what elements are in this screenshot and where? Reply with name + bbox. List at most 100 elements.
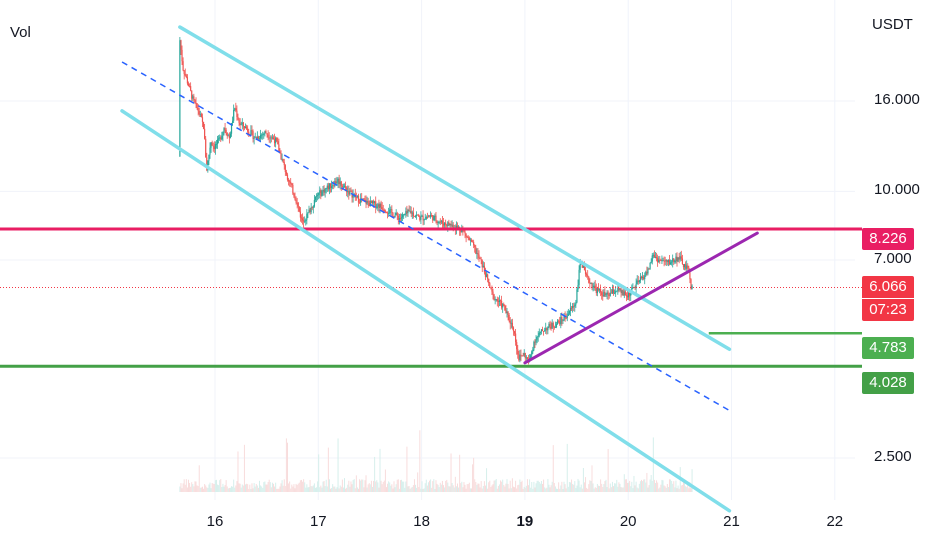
candle-body [601, 292, 603, 296]
candle-body [408, 209, 410, 212]
volume-bar [364, 480, 366, 492]
candle-body [539, 331, 541, 333]
candle-body [362, 198, 364, 200]
candle-body [426, 216, 428, 218]
candle-body [574, 304, 576, 307]
volume-bar [677, 485, 679, 492]
candle-body [202, 121, 205, 129]
candle-body [365, 200, 367, 204]
volume-bar [379, 448, 381, 492]
volume-bar [685, 486, 687, 492]
candle-body [518, 354, 520, 361]
candle-body [255, 136, 257, 139]
volume-bar [385, 487, 387, 492]
volume-bar [571, 479, 573, 492]
candle-body [578, 269, 580, 286]
volume-bar [203, 488, 205, 492]
candle-body [261, 134, 263, 136]
candle-body [277, 141, 279, 145]
candle-body [672, 258, 674, 262]
candle-body [604, 291, 606, 296]
volume-bar [361, 479, 363, 492]
price-tag: 4.028 [862, 372, 914, 394]
candle-body [667, 259, 670, 263]
candle-body [690, 279, 692, 290]
volume-bar [627, 482, 629, 492]
volume-indicator-label[interactable]: Vol [10, 24, 31, 41]
volume-bar [181, 488, 183, 492]
volume-bar [320, 485, 322, 492]
candle-body [521, 355, 523, 357]
candle-body [419, 216, 421, 220]
candle-body [596, 288, 598, 294]
volume-bar [552, 445, 554, 492]
candle-body [427, 216, 430, 218]
volume-bar [416, 487, 418, 492]
candle-body [448, 222, 450, 226]
volume-bar [523, 486, 525, 492]
volume-bar [440, 484, 442, 492]
volume-bar [657, 482, 659, 492]
volume-bar [427, 482, 429, 492]
volume-bar [558, 482, 560, 492]
volume-bar [406, 446, 408, 492]
candle-body [429, 215, 432, 217]
candle-body [473, 241, 475, 246]
candle-body [538, 332, 540, 336]
volume-bar [673, 481, 675, 492]
volume-bar [322, 481, 324, 492]
volume-bar [432, 481, 434, 492]
volume-bar [353, 479, 355, 492]
volume-bar [288, 483, 290, 492]
candle-body [391, 209, 393, 213]
volume-bar [535, 483, 537, 492]
candle-body [481, 260, 483, 268]
volume-bar [458, 487, 460, 492]
candle-body [377, 204, 379, 207]
volume-bar [587, 488, 589, 492]
volume-bar [425, 479, 427, 492]
candle-body [180, 40, 182, 50]
candle-body [237, 116, 239, 120]
volume-bar [418, 486, 420, 492]
volume-bar [575, 488, 577, 492]
volume-bar [213, 484, 215, 492]
volume-bar [187, 479, 189, 492]
volume-bar [210, 488, 212, 492]
volume-bar [277, 488, 279, 492]
x-tick-label: 21 [723, 513, 740, 530]
volume-bar [355, 475, 357, 492]
volume-bar [199, 487, 201, 492]
volume-bar [658, 488, 660, 492]
volume-bar [529, 479, 531, 492]
volume-bar [540, 480, 542, 492]
volume-bar [487, 488, 489, 492]
candle-body [219, 137, 221, 139]
volume-bar [337, 438, 339, 492]
volume-bar [251, 483, 253, 492]
candle-body [190, 86, 192, 91]
volume-bar [596, 483, 598, 492]
candle-body [679, 256, 681, 260]
candle-body [676, 256, 678, 262]
candle-body [414, 215, 417, 217]
volume-bar [525, 485, 527, 492]
x-tick-label: 19 [516, 513, 534, 530]
x-tick-label: 20 [619, 513, 637, 530]
candle-body [398, 218, 400, 220]
volume-bar [195, 481, 197, 492]
volume-bar [632, 488, 634, 492]
candle-body [584, 270, 587, 275]
drawings[interactable] [120, 25, 759, 513]
candle-body [562, 320, 564, 322]
candle-body [664, 260, 666, 262]
volume-bar [312, 485, 314, 492]
candle-body [196, 103, 198, 108]
volume-bar [480, 481, 482, 492]
candle-body [364, 199, 366, 201]
volume-bar [389, 482, 391, 492]
price-tag: 4.783 [862, 337, 914, 359]
candle-body [230, 123, 233, 134]
volume-bar [610, 487, 612, 492]
